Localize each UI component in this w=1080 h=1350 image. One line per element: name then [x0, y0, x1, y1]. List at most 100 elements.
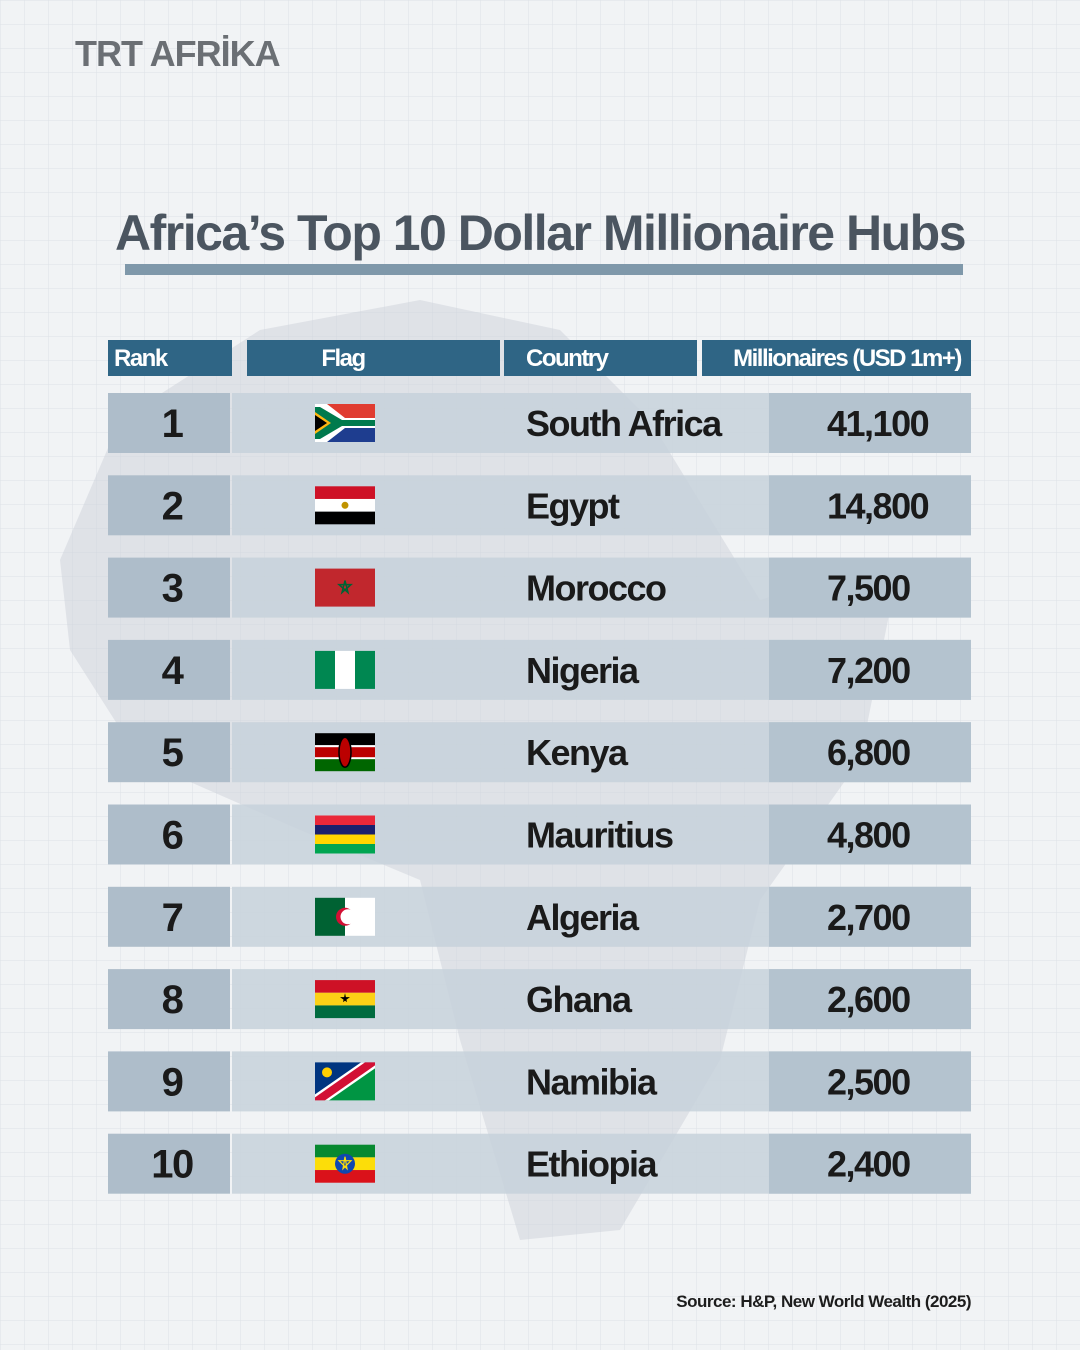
- flag: [315, 815, 375, 854]
- flag-part: [315, 980, 375, 993]
- flag-part: [355, 650, 375, 689]
- value-cell: [769, 886, 971, 947]
- millionaires: 2,500: [827, 1061, 910, 1102]
- header-label: Country: [526, 345, 610, 372]
- header-label: Millionaires (USD 1m+): [733, 345, 961, 372]
- flag: [315, 404, 375, 442]
- country: Kenya: [526, 732, 629, 773]
- flag-part: [315, 486, 375, 499]
- header-cell: [504, 340, 697, 376]
- value-cell: [769, 639, 971, 700]
- millionaires: 7,200: [827, 650, 910, 691]
- rank: 3: [162, 567, 183, 611]
- table-row: 8 Ghana 2,600: [108, 969, 971, 1030]
- value-cell: [769, 475, 971, 536]
- rank-cell: [108, 1133, 230, 1194]
- country: Morocco: [526, 568, 666, 609]
- flag-part: [340, 909, 356, 925]
- flag-part: [315, 1005, 375, 1019]
- flag-part: [315, 1144, 375, 1158]
- flag-part: [337, 1156, 353, 1171]
- flag-part: [315, 815, 375, 825]
- millionaires: 7,500: [827, 568, 910, 609]
- source: Source: H&P, New World Wealth (2025): [676, 1292, 971, 1311]
- header-label: Flag: [321, 345, 365, 372]
- value-cell: [769, 1051, 971, 1112]
- rank: 5: [162, 731, 184, 775]
- flag: [315, 1062, 375, 1101]
- header-cell: [702, 340, 971, 376]
- rank: 8: [162, 978, 184, 1022]
- table-row: 10 Ethiopia 2,400: [108, 1133, 971, 1194]
- flag: [315, 486, 375, 525]
- flag-part: [315, 1170, 375, 1183]
- millionaires: 2,700: [827, 897, 910, 938]
- flag-part: [315, 511, 375, 525]
- value-cell: [769, 1133, 971, 1194]
- table-row: 5 Kenya 6,800: [108, 722, 971, 783]
- table-row: 3 Morocco 7,500: [108, 557, 971, 618]
- millionaires: 4,800: [827, 815, 910, 856]
- value-cell: [769, 722, 971, 783]
- millionaires: 14,800: [827, 485, 929, 526]
- flag-part: [315, 407, 375, 439]
- rank-cell: [108, 1051, 230, 1112]
- millionaires: 2,400: [827, 1144, 910, 1185]
- title-underline: [125, 264, 963, 275]
- flag-part: [315, 1062, 375, 1101]
- header-cell: [247, 340, 500, 376]
- millionaires: 41,100: [827, 403, 929, 444]
- rank: 1: [162, 402, 184, 446]
- table: Rank Flag Country Millionaires (USD 1m+) 1 So…: [108, 340, 971, 1194]
- flag: [315, 980, 375, 1019]
- rank-cell: [108, 804, 230, 865]
- rank-cell: [108, 969, 230, 1030]
- millionaires: 2,600: [827, 979, 910, 1020]
- flag-part: [335, 1153, 355, 1174]
- flag-part: [315, 415, 327, 431]
- rank-cell: [108, 393, 230, 453]
- rank: 9: [162, 1060, 183, 1104]
- rank: 7: [162, 896, 183, 940]
- millionaires: 6,800: [827, 732, 910, 773]
- value-cell: [769, 969, 971, 1030]
- country: Ghana: [526, 979, 633, 1020]
- flag-part: [315, 568, 375, 607]
- flag: [315, 1144, 375, 1183]
- rank-cell: [108, 722, 230, 783]
- title: Africa’s Top 10 Dollar Millionaire Hubs: [115, 205, 965, 261]
- country: South Africa: [526, 403, 723, 444]
- flag-part: [315, 650, 335, 689]
- flag: [315, 650, 375, 689]
- rank: 6: [162, 814, 183, 858]
- flag: [315, 568, 375, 607]
- rank-cell: [108, 557, 230, 618]
- flag-part: [341, 501, 349, 509]
- rank-cell: [108, 886, 230, 947]
- rank: 10: [151, 1143, 193, 1187]
- flag: [315, 733, 375, 772]
- table-row: 1 South Africa 41,100: [108, 393, 971, 453]
- country: Egypt: [526, 485, 620, 526]
- flag-part: [315, 834, 375, 844]
- header-label: Rank: [114, 345, 169, 372]
- rank-cell: [108, 475, 230, 536]
- header-cell: [108, 340, 232, 376]
- logo: TRT AFRİKA: [75, 33, 281, 74]
- table-row: 9 Namibia 2,500: [108, 1051, 971, 1112]
- flag-part: [315, 844, 375, 854]
- table-row: 7 Algeria 2,700: [108, 886, 971, 947]
- country: Ethiopia: [526, 1144, 658, 1185]
- country: Namibia: [526, 1061, 658, 1102]
- table-row: 6 Mauritius 4,800: [108, 804, 971, 865]
- value-cell: [769, 557, 971, 618]
- flag-part: [337, 580, 353, 595]
- table-row: 2 Egypt 14,800: [108, 475, 971, 536]
- country: Nigeria: [526, 650, 640, 691]
- table-row: 4 Nigeria 7,200: [108, 639, 971, 700]
- rank: 2: [162, 484, 183, 528]
- flag-part: [315, 825, 375, 835]
- flag-part: [340, 993, 350, 1003]
